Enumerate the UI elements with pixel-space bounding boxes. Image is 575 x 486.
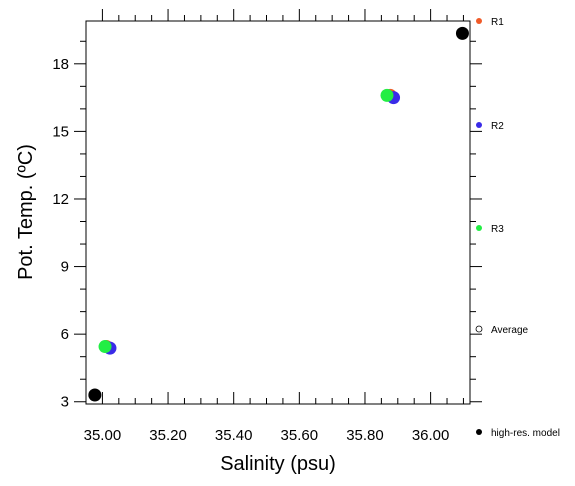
x-tick-label: 36.00	[412, 427, 450, 444]
point-r3	[380, 88, 394, 102]
data-points	[88, 26, 469, 402]
legend-label-r2: R2	[491, 121, 504, 132]
legend-label-average: Average	[491, 325, 529, 336]
plot-frame	[85, 20, 471, 405]
legend-label-r1: R1	[491, 17, 504, 28]
legend-marker-r3	[476, 225, 482, 231]
legend-label-r3: R3	[491, 224, 504, 235]
x-tick-label: 35.20	[149, 427, 187, 444]
legend-marker-r2	[476, 122, 482, 128]
y-tick-label: 12	[52, 191, 69, 208]
legend-marker-high-res-model	[476, 429, 482, 435]
legend-marker-average	[475, 325, 483, 333]
y-tick-label: 6	[61, 326, 69, 343]
y-tick-label: 15	[52, 123, 69, 140]
y-tick-label: 9	[61, 259, 69, 276]
y-tick-label: 3	[61, 394, 69, 411]
point-high-res-model	[88, 388, 102, 402]
y-tick-label: 18	[52, 56, 69, 73]
point-r3	[98, 340, 112, 354]
tick-labels: 35.00 35.20 35.40 35.60 35.80 36.00 3 6 9 12 15 18	[52, 56, 449, 444]
x-tick-label: 35.60	[281, 427, 319, 444]
legend-label-high-res-model: high-res. model	[491, 428, 560, 439]
point-high-res-model	[455, 26, 469, 40]
x-tick-label: 35.40	[215, 427, 253, 444]
x-axis-title: Salinity (psu)	[220, 453, 336, 475]
x-tick-label: 35.80	[346, 427, 384, 444]
legend: R1 R2 R3 Average high-res. model	[475, 17, 560, 439]
y-axis-title: Pot. Temp. (ºC)	[15, 144, 37, 280]
x-tick-label: 35.00	[84, 427, 122, 444]
axis-ticks	[74, 9, 482, 404]
legend-marker-r1	[476, 18, 482, 24]
